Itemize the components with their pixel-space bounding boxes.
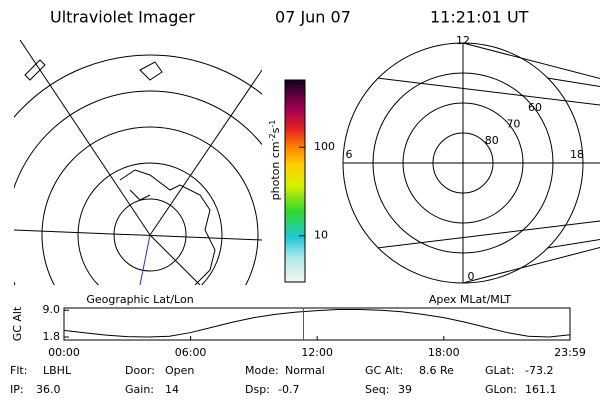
info-label: IP: [10,383,24,396]
info-value: 36.0 [36,383,61,396]
y-tick-label: 1.8 [43,330,61,343]
info-value: 8.6 Re [419,364,454,377]
info-value: 39 [398,383,412,396]
info-label: Gain: [125,383,154,396]
date: 07 Jun 07 [275,8,351,27]
polar-ring-label: 80 [485,134,499,147]
mlt-tick-label: 12 [456,34,470,47]
unit: photon cm [269,141,282,200]
title: Ultraviolet Imager [50,8,195,27]
mlt-tick-label: 6 [346,148,353,161]
polar-spoke [378,77,600,106]
info-label: Flt: [10,364,27,377]
polar-ring-label: 70 [506,118,520,131]
geo-label: Geographic Lat/Lon [86,293,193,306]
timeline-frame [63,307,571,341]
time: 11:21:01 UT [430,8,529,27]
x-tick-label: 12:00 [301,346,333,359]
info-label: Mode: [245,364,279,377]
info-value: -73.2 [525,364,553,377]
mlt-tick-label: 0 [468,270,475,283]
polar-spoke [547,239,600,249]
unit: s [269,127,282,133]
info-label: Door: [125,364,155,377]
info-value: Normal [285,364,325,377]
info-value: Open [165,364,194,377]
exponent: -2 [268,133,277,141]
x-tick-label: 00:00 [48,346,80,359]
altitude-line [63,308,571,338]
x-tick-label: 23:59 [554,346,586,359]
geo-map [14,40,262,285]
info-label: GC Alt: [365,364,403,377]
exponent: -1 [268,120,277,128]
info-value: -0.7 [278,383,299,396]
colorbar-label: photon cm-2s-1 [268,120,283,201]
polar-spoke [462,42,600,80]
info-value: LBHL [43,364,72,377]
info-label: Seq: [365,383,389,396]
colorbar [284,79,306,283]
polar-spoke [547,77,600,87]
info-label: GLat: [485,364,514,377]
info-value: 161.1 [525,383,557,396]
polar-label: Apex MLat/MLT [429,293,512,306]
info-label: Dsp: [245,383,270,396]
x-tick-label: 06:00 [175,346,207,359]
mlt-tick-label: 18 [570,148,584,161]
polar-spoke [462,246,600,284]
timeline-ylabel: GC Alt [11,306,24,341]
polar-spoke [378,220,600,249]
info-value: 14 [165,383,179,396]
colorbar-tick-label: 100 [314,140,335,153]
polar-ring-label: 60 [528,101,542,114]
info-label: GLon: [485,383,517,396]
colorbar-tick-label: 10 [314,229,328,242]
x-tick-label: 18:00 [428,346,460,359]
y-tick-label: 9.0 [43,303,61,316]
